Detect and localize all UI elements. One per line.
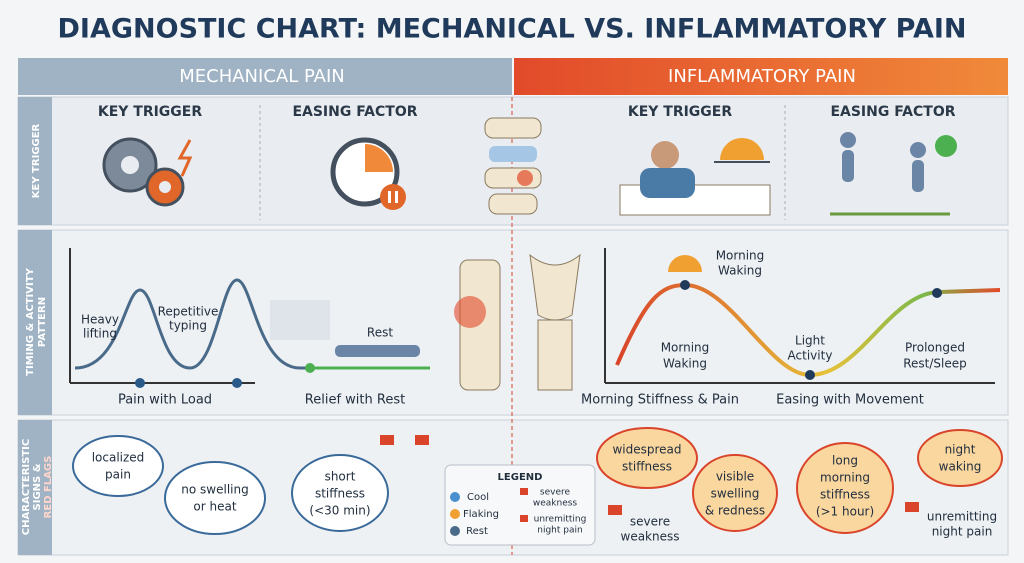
flag-text: severe: [630, 515, 670, 529]
annotation: Prolonged: [905, 341, 965, 355]
timing-graphics: [69, 248, 1001, 391]
icons: [102, 117, 957, 216]
header: INFLAMMATORY PAIN: [668, 66, 856, 87]
header-band: [514, 58, 1008, 95]
annotation: Rest/Sleep: [903, 357, 967, 371]
bubble-text: morning: [820, 471, 870, 485]
caption: Easing with Movement: [776, 393, 924, 408]
annotation: Rest: [367, 326, 393, 340]
bubble-text: (>1 hour): [816, 505, 874, 519]
annotation: lifting: [83, 327, 117, 341]
bubble-text: or heat: [193, 500, 236, 514]
section-label: EASING FACTOR: [292, 104, 417, 120]
row-label: CHARACTERISTIC: [21, 439, 32, 535]
bubble-text: night: [945, 443, 976, 457]
legend-item: Rest: [466, 526, 488, 537]
legend-item: weakness: [533, 499, 578, 509]
legend-item: unremitting: [534, 515, 587, 525]
bubble-text: long: [832, 454, 858, 468]
bubble-text: waking: [939, 460, 982, 474]
title: DIAGNOSTIC CHART: MECHANICAL VS. INFLAMM…: [58, 14, 967, 45]
legend-item: severe: [540, 488, 571, 498]
row-label: TIMING & ACTIVITY: [25, 267, 36, 375]
bubble-text: pain: [105, 468, 131, 482]
legend-item: Cool: [467, 492, 489, 503]
legend-title: LEGEND: [498, 472, 543, 483]
bubble-text: (<30 min): [309, 504, 370, 518]
header-band: [18, 58, 512, 95]
annotation: Activity: [788, 349, 833, 363]
bubble-text: visible: [716, 470, 754, 484]
bubble-text: stiffness: [315, 487, 365, 501]
bubble-text: & redness: [705, 504, 765, 518]
caption: Relief with Rest: [305, 393, 405, 408]
section-label: EASING FACTOR: [830, 104, 955, 120]
row-label: KEY TRIGGER: [31, 123, 42, 198]
annotation: Waking: [718, 264, 762, 278]
flag-text: unremitting: [927, 510, 997, 524]
caption: Morning Stiffness & Pain: [581, 393, 739, 408]
annotation: typing: [169, 319, 207, 333]
legend-item: night pain: [537, 526, 582, 536]
legend-item: Flaking: [463, 509, 499, 520]
annotation: Morning: [661, 341, 710, 355]
section-label: KEY TRIGGER: [98, 104, 203, 120]
flag-text: weakness: [621, 530, 680, 544]
annotation: Light: [795, 334, 825, 348]
annotation: Morning: [716, 249, 765, 263]
caption: Pain with Load: [118, 393, 212, 408]
header: MECHANICAL PAIN: [179, 66, 345, 87]
bubble-text: widespread: [612, 443, 681, 457]
bubble-text: localized: [92, 451, 145, 465]
flag-text: night pain: [932, 525, 993, 539]
bubble-text: short: [325, 470, 356, 484]
row-label: RED FLAGS: [43, 456, 54, 519]
row-label: SIGNS &: [32, 463, 43, 510]
bubble-text: swelling: [711, 487, 760, 501]
bubble-text: stiffness: [622, 460, 672, 474]
bubble-text: stiffness: [820, 488, 870, 502]
annotation: Heavy: [81, 313, 119, 327]
row-label: PATTERN: [37, 297, 48, 347]
bubbles: [72, 427, 1003, 546]
annotation: Repetitive: [158, 305, 219, 319]
bubble-text: no swelling: [181, 483, 248, 497]
annotation: Waking: [663, 357, 707, 371]
section-label: KEY TRIGGER: [628, 104, 733, 120]
